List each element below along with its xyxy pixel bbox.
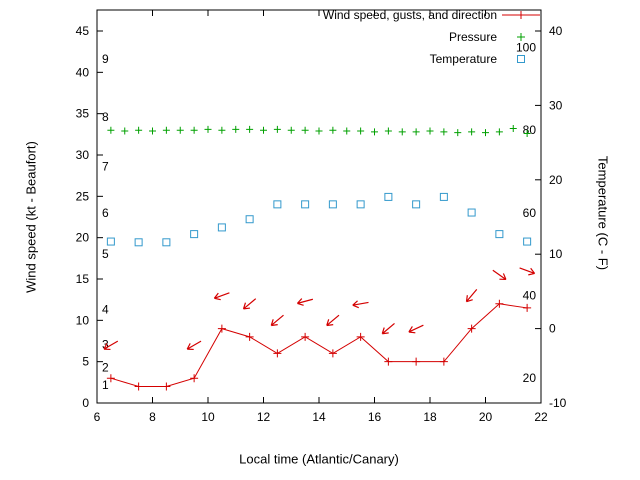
beaufort-label: 8 bbox=[102, 110, 109, 124]
wind-direction-arrow bbox=[103, 340, 119, 351]
legend: Wind speed, gusts, and direction Pressure… bbox=[323, 8, 540, 66]
legend-label: Wind speed, gusts, and direction bbox=[323, 8, 497, 22]
y-axis-right-title: Temperature (C - F) bbox=[595, 155, 611, 271]
y-right-tick-label: 10 bbox=[549, 247, 563, 261]
x-tick-label: 6 bbox=[94, 410, 101, 424]
fahrenheit-label: 100 bbox=[516, 41, 536, 55]
y-axis-left-title: Wind speed (kt - Beaufort) bbox=[23, 141, 39, 293]
x-tick-label: 12 bbox=[257, 410, 271, 424]
temperature-point bbox=[162, 238, 171, 247]
wind-direction-arrow bbox=[519, 267, 536, 276]
y-left-tick-label: 0 bbox=[82, 396, 89, 410]
beaufort-label: 2 bbox=[102, 360, 109, 374]
temperature-point bbox=[301, 200, 310, 209]
temperature-point bbox=[328, 200, 337, 209]
temperature-point bbox=[412, 200, 421, 209]
beaufort-label: 3 bbox=[102, 337, 109, 351]
x-tick-label: 20 bbox=[479, 410, 493, 424]
temperature-point bbox=[134, 238, 143, 247]
fahrenheit-label: 40 bbox=[523, 289, 537, 303]
legend-label: Pressure bbox=[449, 30, 497, 44]
wind-direction-arrow bbox=[492, 269, 507, 281]
fahrenheit-label: 20 bbox=[523, 371, 537, 385]
x-tick-label: 18 bbox=[423, 410, 437, 424]
y-left-tick-label: 25 bbox=[76, 189, 90, 203]
y-left-tick-label: 20 bbox=[76, 231, 90, 245]
y-left-tick-label: 45 bbox=[76, 24, 90, 38]
y-left-tick-label: 30 bbox=[76, 148, 90, 162]
temperature-point bbox=[439, 192, 448, 201]
wind-direction-arrow bbox=[270, 314, 284, 327]
fahrenheit-label: 60 bbox=[523, 206, 537, 220]
wind-speed-series bbox=[106, 299, 532, 391]
y-left-tick-label: 35 bbox=[76, 107, 90, 121]
y-left-tick-label: 10 bbox=[76, 313, 90, 327]
temperature-point bbox=[245, 215, 254, 224]
legend-label: Temperature bbox=[430, 52, 498, 66]
temperature-point bbox=[356, 200, 365, 209]
beaufort-label: 1 bbox=[102, 378, 109, 392]
wind-direction-arrow bbox=[296, 298, 314, 306]
temperature-series bbox=[106, 192, 532, 247]
y-left-tick-label: 40 bbox=[76, 65, 90, 79]
wind-direction-arrow bbox=[352, 300, 369, 309]
wind-direction-arrow bbox=[186, 340, 202, 351]
x-tick-label: 8 bbox=[149, 410, 156, 424]
wind-direction-arrow bbox=[408, 324, 424, 334]
beaufort-label: 4 bbox=[102, 303, 109, 317]
fahrenheit-label: 80 bbox=[523, 123, 537, 137]
x-axis: 6 8 10 12 14 16 18 20 22 bbox=[94, 10, 548, 424]
y-right-tick-label: 40 bbox=[549, 24, 563, 38]
temperature-point bbox=[467, 208, 476, 217]
plot-border bbox=[96, 9, 542, 404]
beaufort-label: 9 bbox=[102, 52, 109, 66]
x-tick-label: 14 bbox=[312, 410, 326, 424]
temperature-point bbox=[523, 237, 532, 246]
x-axis-title: Local time (Atlantic/Canary) bbox=[239, 451, 399, 467]
x-tick-label: 16 bbox=[368, 410, 382, 424]
wind-direction-arrow bbox=[381, 322, 395, 335]
x-tick-label: 22 bbox=[534, 410, 548, 424]
temperature-point bbox=[217, 223, 226, 232]
y-right-tick-label: 30 bbox=[549, 98, 563, 112]
wind-direction-arrow bbox=[326, 314, 340, 327]
beaufort-label: 7 bbox=[102, 160, 109, 174]
x-tick-label: 10 bbox=[201, 410, 215, 424]
gust-direction-arrows bbox=[103, 267, 536, 351]
temperature-point bbox=[495, 230, 504, 239]
y-right-tick-label: 20 bbox=[549, 173, 563, 187]
temperature-point bbox=[384, 192, 393, 201]
wind-direction-arrow bbox=[242, 298, 257, 310]
wind-direction-arrow bbox=[213, 292, 230, 301]
y-axis-right: -10 0 10 20 30 40 20 40 60 80 100 bbox=[516, 24, 567, 410]
temperature-point bbox=[273, 200, 282, 209]
y-left-tick-label: 5 bbox=[82, 355, 89, 369]
beaufort-label: 6 bbox=[102, 206, 109, 220]
y-right-tick-label: -10 bbox=[549, 396, 567, 410]
temperature-point bbox=[190, 230, 199, 239]
y-right-tick-label: 0 bbox=[549, 322, 556, 336]
wind-direction-arrow bbox=[465, 289, 478, 303]
beaufort-label: 5 bbox=[102, 247, 109, 261]
pressure-series bbox=[107, 125, 531, 138]
temperature-point bbox=[106, 237, 115, 246]
y-left-tick-label: 15 bbox=[76, 272, 90, 286]
